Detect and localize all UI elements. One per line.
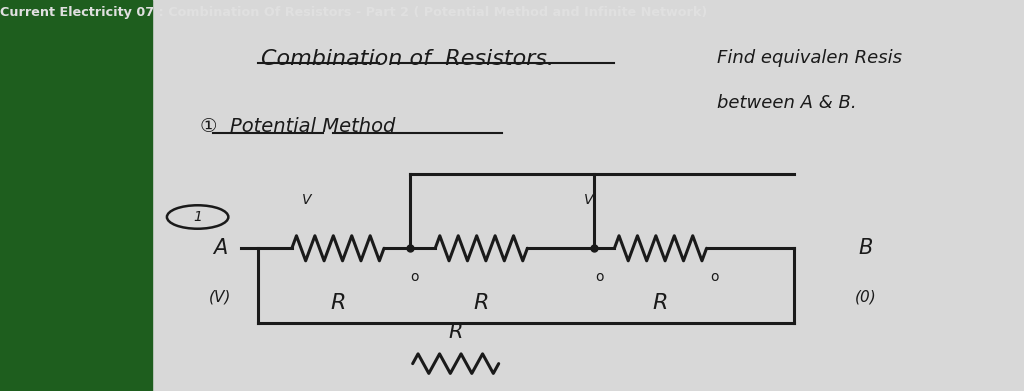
Text: V: V — [584, 193, 593, 207]
Text: B: B — [858, 238, 872, 258]
Text: R: R — [449, 322, 463, 342]
Text: R: R — [473, 293, 489, 313]
Text: between A & B.: between A & B. — [717, 94, 856, 112]
Text: V: V — [302, 193, 311, 207]
Text: 1: 1 — [194, 210, 202, 224]
Bar — [0, 0, 152, 391]
Text: o: o — [711, 270, 719, 284]
Text: ①  Potential Method: ① Potential Method — [200, 117, 395, 136]
Text: R: R — [330, 293, 346, 313]
Text: Combination of  Resistors.: Combination of Resistors. — [261, 49, 554, 69]
Text: R: R — [652, 293, 669, 313]
Text: Current Electricity 07 : Combination Of Resistors - Part 2 ( Potential Method an: Current Electricity 07 : Combination Of … — [0, 6, 708, 19]
Text: (0): (0) — [854, 289, 877, 304]
Text: (V): (V) — [209, 289, 231, 304]
Text: o: o — [411, 270, 419, 284]
Text: A: A — [213, 238, 227, 258]
Text: Find equivalen Resis: Find equivalen Resis — [717, 49, 902, 67]
Text: o: o — [595, 270, 603, 284]
